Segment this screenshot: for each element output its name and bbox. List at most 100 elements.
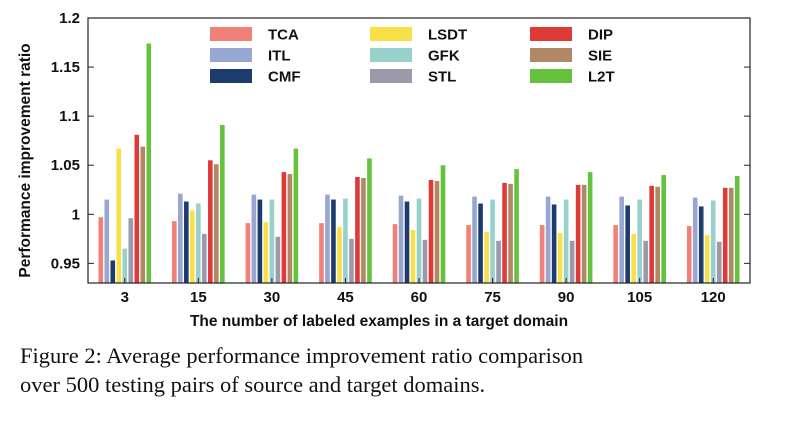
bar-sie-120	[728, 187, 734, 283]
bar-itl-105	[619, 196, 624, 283]
bar-sie-105	[655, 186, 660, 283]
legend-label-sie: SIE	[588, 48, 612, 65]
bar-stl-105	[643, 240, 648, 283]
bar-sie-75	[508, 183, 513, 283]
bar-itl-45	[325, 194, 330, 283]
bar-itl-30	[251, 194, 257, 283]
legend-label-cmf: CMF	[268, 69, 301, 86]
y-axis-label: Performance improvement ratio	[17, 43, 34, 277]
bar-itl-120	[692, 197, 698, 283]
x-tick-label: 90	[558, 289, 575, 306]
bar-stl-75	[496, 240, 501, 283]
bar-gfk-90	[563, 199, 569, 283]
bar-lsdt-120	[704, 234, 710, 283]
bar-dip-30	[281, 172, 287, 283]
bar-dip-105	[649, 185, 654, 283]
bar-dip-120	[722, 187, 728, 283]
y-tick-label: 1.1	[59, 108, 80, 125]
bar-stl-60	[422, 239, 428, 283]
bar-cmf-3	[110, 260, 116, 283]
legend-swatch-itl	[210, 48, 252, 62]
y-tick-label: 0.95	[51, 255, 80, 272]
bar-dip-15	[208, 160, 213, 283]
bar-tca-3	[98, 217, 104, 283]
bar-stl-90	[569, 240, 575, 283]
bar-sie-60	[434, 180, 440, 283]
bar-l2t-90	[587, 172, 593, 283]
bar-lsdt-75	[484, 231, 489, 283]
bar-cmf-30	[257, 199, 263, 283]
y-tick-label: 1.15	[51, 59, 80, 76]
bar-tca-60	[392, 224, 398, 283]
bar-lsdt-45	[337, 227, 342, 283]
bar-itl-90	[545, 196, 551, 283]
legend-label-tca: TCA	[268, 27, 299, 44]
bar-tca-30	[245, 223, 251, 283]
bar-gfk-3	[122, 248, 128, 283]
bar-cmf-105	[625, 205, 630, 283]
legend-swatch-l2t	[530, 69, 572, 83]
bar-lsdt-105	[631, 233, 636, 283]
bar-dip-75	[502, 182, 507, 283]
bar-dip-90	[575, 184, 581, 283]
bar-stl-45	[349, 238, 354, 283]
bar-cmf-15	[184, 201, 189, 283]
bar-tca-75	[466, 225, 471, 283]
bar-gfk-60	[416, 198, 422, 283]
x-tick-label: 75	[484, 289, 501, 306]
x-tick-label: 120	[701, 289, 726, 306]
figure-caption: Figure 2: Average performance improvemen…	[20, 341, 780, 399]
caption-line-1: Figure 2: Average performance improvemen…	[20, 343, 584, 368]
bar-tca-90	[539, 225, 545, 283]
bar-lsdt-15	[190, 210, 195, 283]
bar-sie-90	[581, 184, 587, 283]
bar-dip-45	[355, 177, 360, 283]
x-tick-label: 3	[121, 289, 129, 306]
bar-lsdt-30	[263, 222, 269, 283]
bar-stl-3	[128, 218, 134, 283]
bar-tca-15	[172, 221, 177, 283]
bar-lsdt-90	[557, 232, 563, 283]
legend-swatch-cmf	[210, 69, 252, 83]
bar-cmf-120	[698, 206, 704, 283]
bar-gfk-30	[269, 199, 275, 283]
y-tick-label: 1	[72, 206, 80, 223]
x-tick-label: 30	[264, 289, 281, 306]
legend-swatch-tca	[210, 27, 252, 41]
bar-gfk-15	[196, 203, 201, 283]
bar-l2t-75	[514, 169, 519, 283]
bar-sie-3	[140, 146, 146, 283]
x-tick-label: 15	[190, 289, 207, 306]
bar-itl-15	[178, 193, 183, 283]
bar-cmf-60	[404, 201, 410, 283]
bar-tca-45	[319, 223, 324, 283]
bar-sie-30	[287, 174, 293, 283]
bar-l2t-105	[661, 175, 666, 283]
legend-label-l2t: L2T	[588, 69, 615, 86]
bar-cmf-75	[478, 203, 483, 283]
bar-stl-15	[202, 233, 207, 283]
y-tick-label: 1.2	[59, 10, 80, 27]
bar-l2t-15	[220, 124, 225, 283]
bar-stl-120	[716, 241, 722, 283]
bar-dip-60	[428, 179, 434, 283]
bar-sie-15	[214, 164, 219, 283]
legend-label-dip: DIP	[588, 27, 613, 44]
caption-line-2: over 500 testing pairs of source and tar…	[20, 372, 486, 397]
bar-gfk-75	[490, 199, 495, 283]
bar-lsdt-60	[410, 230, 416, 283]
bar-itl-75	[472, 196, 477, 283]
bar-l2t-45	[367, 158, 372, 283]
bar-itl-60	[398, 195, 404, 283]
bar-lsdt-3	[116, 148, 122, 283]
bar-cmf-45	[331, 199, 336, 283]
legend-swatch-gfk	[370, 48, 412, 62]
x-tick-label: 60	[411, 289, 428, 306]
bar-l2t-3	[146, 43, 152, 283]
bar-itl-3	[104, 199, 110, 283]
legend-swatch-lsdt	[370, 27, 412, 41]
bar-gfk-45	[343, 198, 348, 283]
bar-l2t-30	[293, 148, 299, 283]
legend-swatch-sie	[530, 48, 572, 62]
